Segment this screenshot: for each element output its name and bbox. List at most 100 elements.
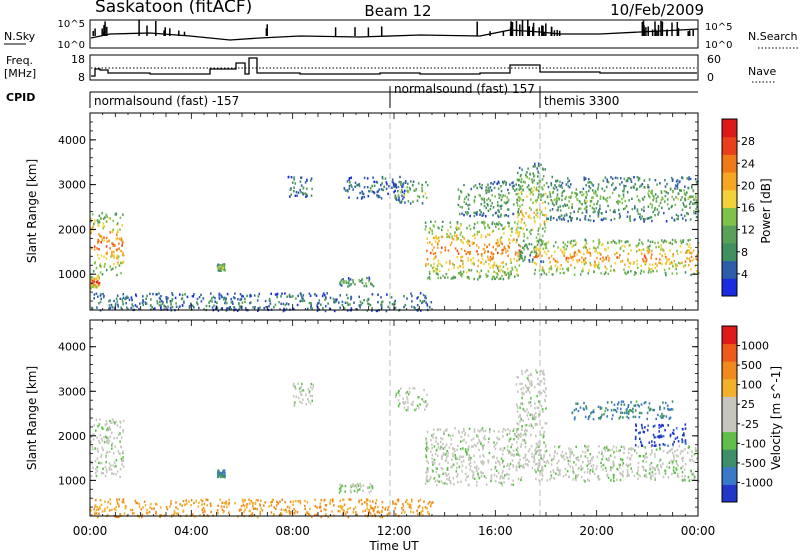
colorbar-swatch [722, 396, 737, 415]
colorbar-tick-label: -1000 [741, 476, 773, 489]
noise-spikes [92, 20, 694, 36]
y-tick-label: 2000 [58, 430, 86, 443]
power-colorbar: 28 24 20 16 12 8 4 [721, 118, 755, 297]
heatmap-region [90, 292, 433, 313]
heatmap-region [634, 423, 687, 447]
colorbar-swatch [722, 343, 737, 362]
heatmap-region [343, 175, 407, 200]
x-tick-label: 16:00 [478, 524, 513, 538]
colorbar-tick-label: 500 [741, 359, 762, 372]
x-axis-title: Time UT [368, 539, 419, 553]
colorbar-swatch [722, 378, 737, 397]
y-tick-label: 1000 [58, 474, 86, 487]
colorbar-tick-label: 8 [741, 246, 748, 259]
colorbar-tick-label: 25 [741, 398, 755, 411]
heatmap-region [533, 444, 700, 483]
colorbar-tick-label: 28 [741, 135, 755, 148]
freq-left-tick-low: 8 [78, 71, 85, 84]
cpid-mode-3: themis 3300 [544, 94, 619, 108]
colorbar-tick-label: 100 [741, 379, 762, 392]
colorbar-tick-label: -100 [741, 437, 766, 450]
cpid-mode-2: normalsound (fast) 157 [394, 82, 535, 96]
time-axis: 00:00 04:00 08:00 12:00 16:00 20:00 00:00 [73, 524, 716, 538]
heatmap-region [571, 400, 674, 421]
freq-label-1: Freq. [6, 54, 33, 67]
power-heatmap [90, 162, 700, 313]
colorbar-swatch [722, 260, 737, 279]
beam-title: Beam 12 [364, 2, 431, 20]
velocity-ylabel: Slant Range [km] [25, 366, 39, 470]
colorbar-tick-label: -25 [741, 418, 759, 431]
colorbar-swatch [722, 361, 737, 380]
colorbar-swatch [722, 172, 737, 191]
frequency-trace [91, 57, 697, 77]
y-tick-label: 4000 [58, 134, 86, 147]
noise-right-label: N.Search [748, 30, 798, 43]
colorbar-swatch [722, 326, 737, 345]
velocity-axis-ticks: 1000 2000 3000 4000 [58, 319, 699, 516]
colorbar-swatch [722, 119, 737, 138]
heatmap-region [394, 180, 429, 205]
velocity-colorbar: 1000 500 100 25 -25 -100 -500 -1000 [721, 325, 773, 503]
heatmap-region [457, 180, 522, 219]
x-tick-label: 00:00 [73, 524, 108, 538]
nave-right-tick-high: 60 [707, 53, 721, 66]
noise-left-tick-high: 10^5 [58, 19, 85, 30]
heatmap-region [515, 162, 548, 263]
colorbar-swatch [722, 242, 737, 262]
heatmap-region [424, 427, 523, 487]
heatmap-region [546, 175, 700, 223]
colorbar-swatch [722, 466, 737, 485]
noise-left-tick-low: 10^0 [58, 40, 85, 51]
cpid-mode-1: normalsound (fast) -157 [94, 94, 239, 108]
heatmap-region [216, 263, 226, 272]
cpid-label: CPID [6, 91, 35, 104]
noise-right-tick-low: 10^0 [705, 40, 732, 51]
colorbar-tick-label: 4 [741, 268, 748, 281]
x-tick-label: 12:00 [377, 524, 412, 538]
x-tick-label: 20:00 [579, 524, 614, 538]
colorbar-swatch [722, 207, 737, 226]
heatmap-region [292, 382, 315, 407]
colorbar-swatch [722, 431, 737, 450]
heatmap-region [287, 175, 313, 199]
colorbar-swatch [722, 154, 737, 173]
noise-right-tick-high: 10^5 [705, 22, 732, 33]
velocity-colorbar-label: Velocity [m s^-1] [769, 366, 783, 470]
y-tick-label: 3000 [58, 179, 86, 192]
heatmap-region [395, 387, 429, 412]
colorbar-swatch [722, 414, 737, 433]
colorbar-tick-label: 20 [741, 179, 755, 192]
y-tick-label: 1000 [58, 268, 86, 281]
station-title: Saskatoon (fitACF) [95, 0, 252, 17]
x-tick-label: 00:00 [681, 524, 716, 538]
noise-sky-trace [90, 28, 699, 41]
colorbar-tick-label: 1000 [741, 340, 769, 353]
colorbar-tick-label: 12 [741, 224, 755, 237]
heatmap-region [216, 469, 226, 479]
y-tick-label: 4000 [58, 341, 86, 354]
heatmap-region [90, 212, 125, 277]
colorbar-swatch [722, 225, 737, 244]
colorbar-swatch [722, 189, 737, 208]
nave-right-tick-low: 0 [707, 71, 714, 84]
nave-label: Nave [748, 65, 776, 78]
date-title: 10/Feb/2009 [610, 1, 704, 19]
colorbar-swatch [722, 136, 737, 155]
velocity-heatmap [90, 369, 700, 519]
colorbar-swatch [722, 449, 737, 468]
velocity-panel: 1000 2000 3000 4000 Slant Range [km] 1000 50… [25, 319, 783, 519]
cpid-panel: CPID normalsound (fast) -157 normalsound… [6, 82, 698, 108]
power-panel: 1000 2000 3000 4000 Slant Range [km] 28 24 20… [25, 112, 773, 313]
heatmap-region [90, 274, 101, 290]
x-tick-label: 08:00 [275, 524, 310, 538]
colorbar-swatch [722, 278, 737, 297]
colorbar-tick-label: 24 [741, 157, 755, 170]
heatmap-region [339, 276, 375, 288]
heatmap-region [90, 418, 125, 479]
y-tick-label: 2000 [58, 223, 86, 236]
frequency-panel: Freq. [MHz] 18 8 60 0 Nave [4, 53, 776, 84]
colorbar-tick-label: 16 [741, 202, 755, 215]
x-tick-label: 04:00 [174, 524, 209, 538]
